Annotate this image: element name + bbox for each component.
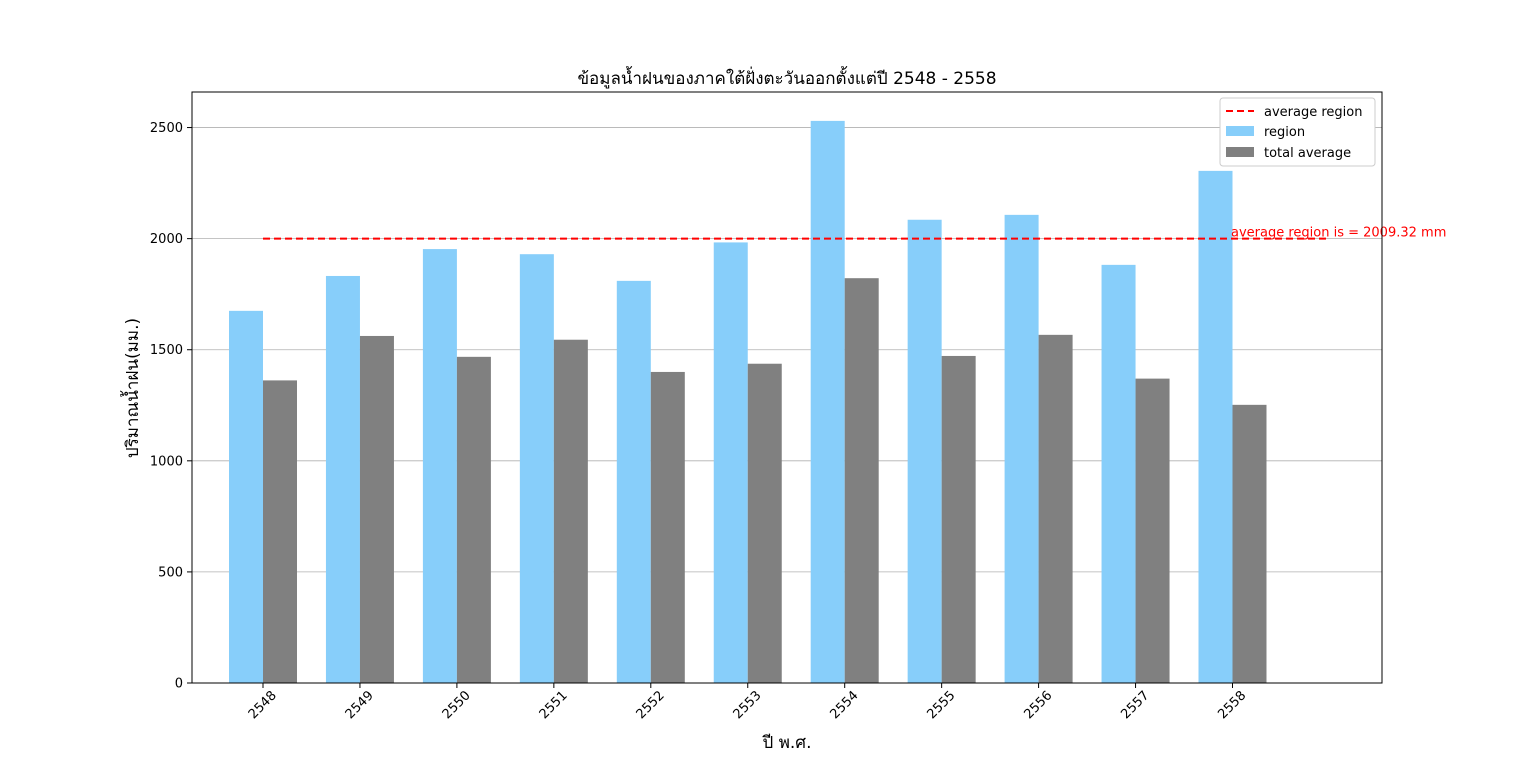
bar-region-2549 [325, 275, 360, 683]
legend-average-region-label: average region [1264, 105, 1362, 120]
y-axis-label: ปริมาณน้ำฝน(มม.) [120, 318, 143, 458]
bar-total-average-2555 [941, 355, 976, 683]
y-axis: 0 500 1000 1500 2000 2500 [150, 121, 192, 692]
average-reference-line: average region is = 2009.32 mm [263, 226, 1446, 241]
bar-region-2551 [519, 254, 554, 684]
legend-region-swatch [1226, 126, 1254, 136]
y-tick-label: 500 [158, 565, 183, 580]
chart-title: ข้อมูลน้ำฝนของภาคใต้ฝั่งตะวันออกตั้งแต่ป… [577, 66, 996, 89]
x-tick-label: 2554 [828, 688, 862, 722]
legend-total-average-label: total average [1264, 146, 1351, 161]
bar-total-average-2554 [844, 278, 879, 683]
y-tick-label: 2000 [150, 232, 183, 247]
x-tick-label: 2556 [1021, 688, 1055, 722]
plot-area-frame [191, 91, 1383, 684]
bar-region-2556 [1004, 214, 1039, 683]
legend-box [1219, 97, 1376, 167]
bar-total-average-2557 [1135, 378, 1170, 683]
x-tick-label: 2552 [634, 688, 668, 722]
x-axis-label: ปี พ.ศ. [762, 733, 812, 753]
bar-total-average-2549 [359, 335, 394, 683]
y-tick-label: 2500 [150, 121, 183, 136]
legend-region-label: region [1264, 125, 1305, 140]
y-tick-label: 1500 [150, 343, 183, 358]
bar-total-average-2548 [263, 380, 297, 683]
legend: average region region total average [1219, 97, 1376, 167]
x-axis: 2548 2549 2550 2551 2552 2553 2554 2555 2556 2557… [246, 683, 1249, 722]
x-tick-label: 2549 [343, 688, 377, 722]
bar-region-2548 [229, 310, 263, 683]
y-tick-label: 0 [175, 677, 183, 692]
x-tick-label: 2558 [1215, 688, 1249, 722]
bar-region-2554 [810, 120, 845, 683]
bar-region-2550 [422, 249, 457, 683]
x-tick-label: 2555 [924, 688, 958, 722]
bar-region-2552 [616, 280, 651, 683]
x-tick-label: 2553 [731, 688, 765, 722]
bar-region-2558 [1198, 170, 1233, 684]
x-tick-label: 2551 [537, 688, 571, 722]
legend-total-average-swatch [1226, 147, 1254, 157]
bar-series [229, 120, 1267, 684]
bar-total-average-2556 [1038, 334, 1073, 683]
bar-region-2553 [713, 242, 748, 683]
bar-total-average-2551 [553, 339, 588, 683]
x-tick-label: 2550 [440, 688, 474, 722]
bar-region-2557 [1101, 264, 1136, 683]
y-tick-label: 1000 [150, 454, 183, 469]
bar-total-average-2552 [650, 371, 685, 683]
average-region-annotation: average region is = 2009.32 mm [1231, 226, 1446, 241]
x-tick-label: 2548 [246, 688, 280, 722]
bar-region-2555 [907, 219, 942, 683]
x-tick-label: 2557 [1118, 688, 1152, 722]
bar-total-average-2553 [747, 363, 782, 683]
bar-total-average-2550 [456, 356, 491, 683]
bar-total-average-2558 [1232, 404, 1267, 683]
